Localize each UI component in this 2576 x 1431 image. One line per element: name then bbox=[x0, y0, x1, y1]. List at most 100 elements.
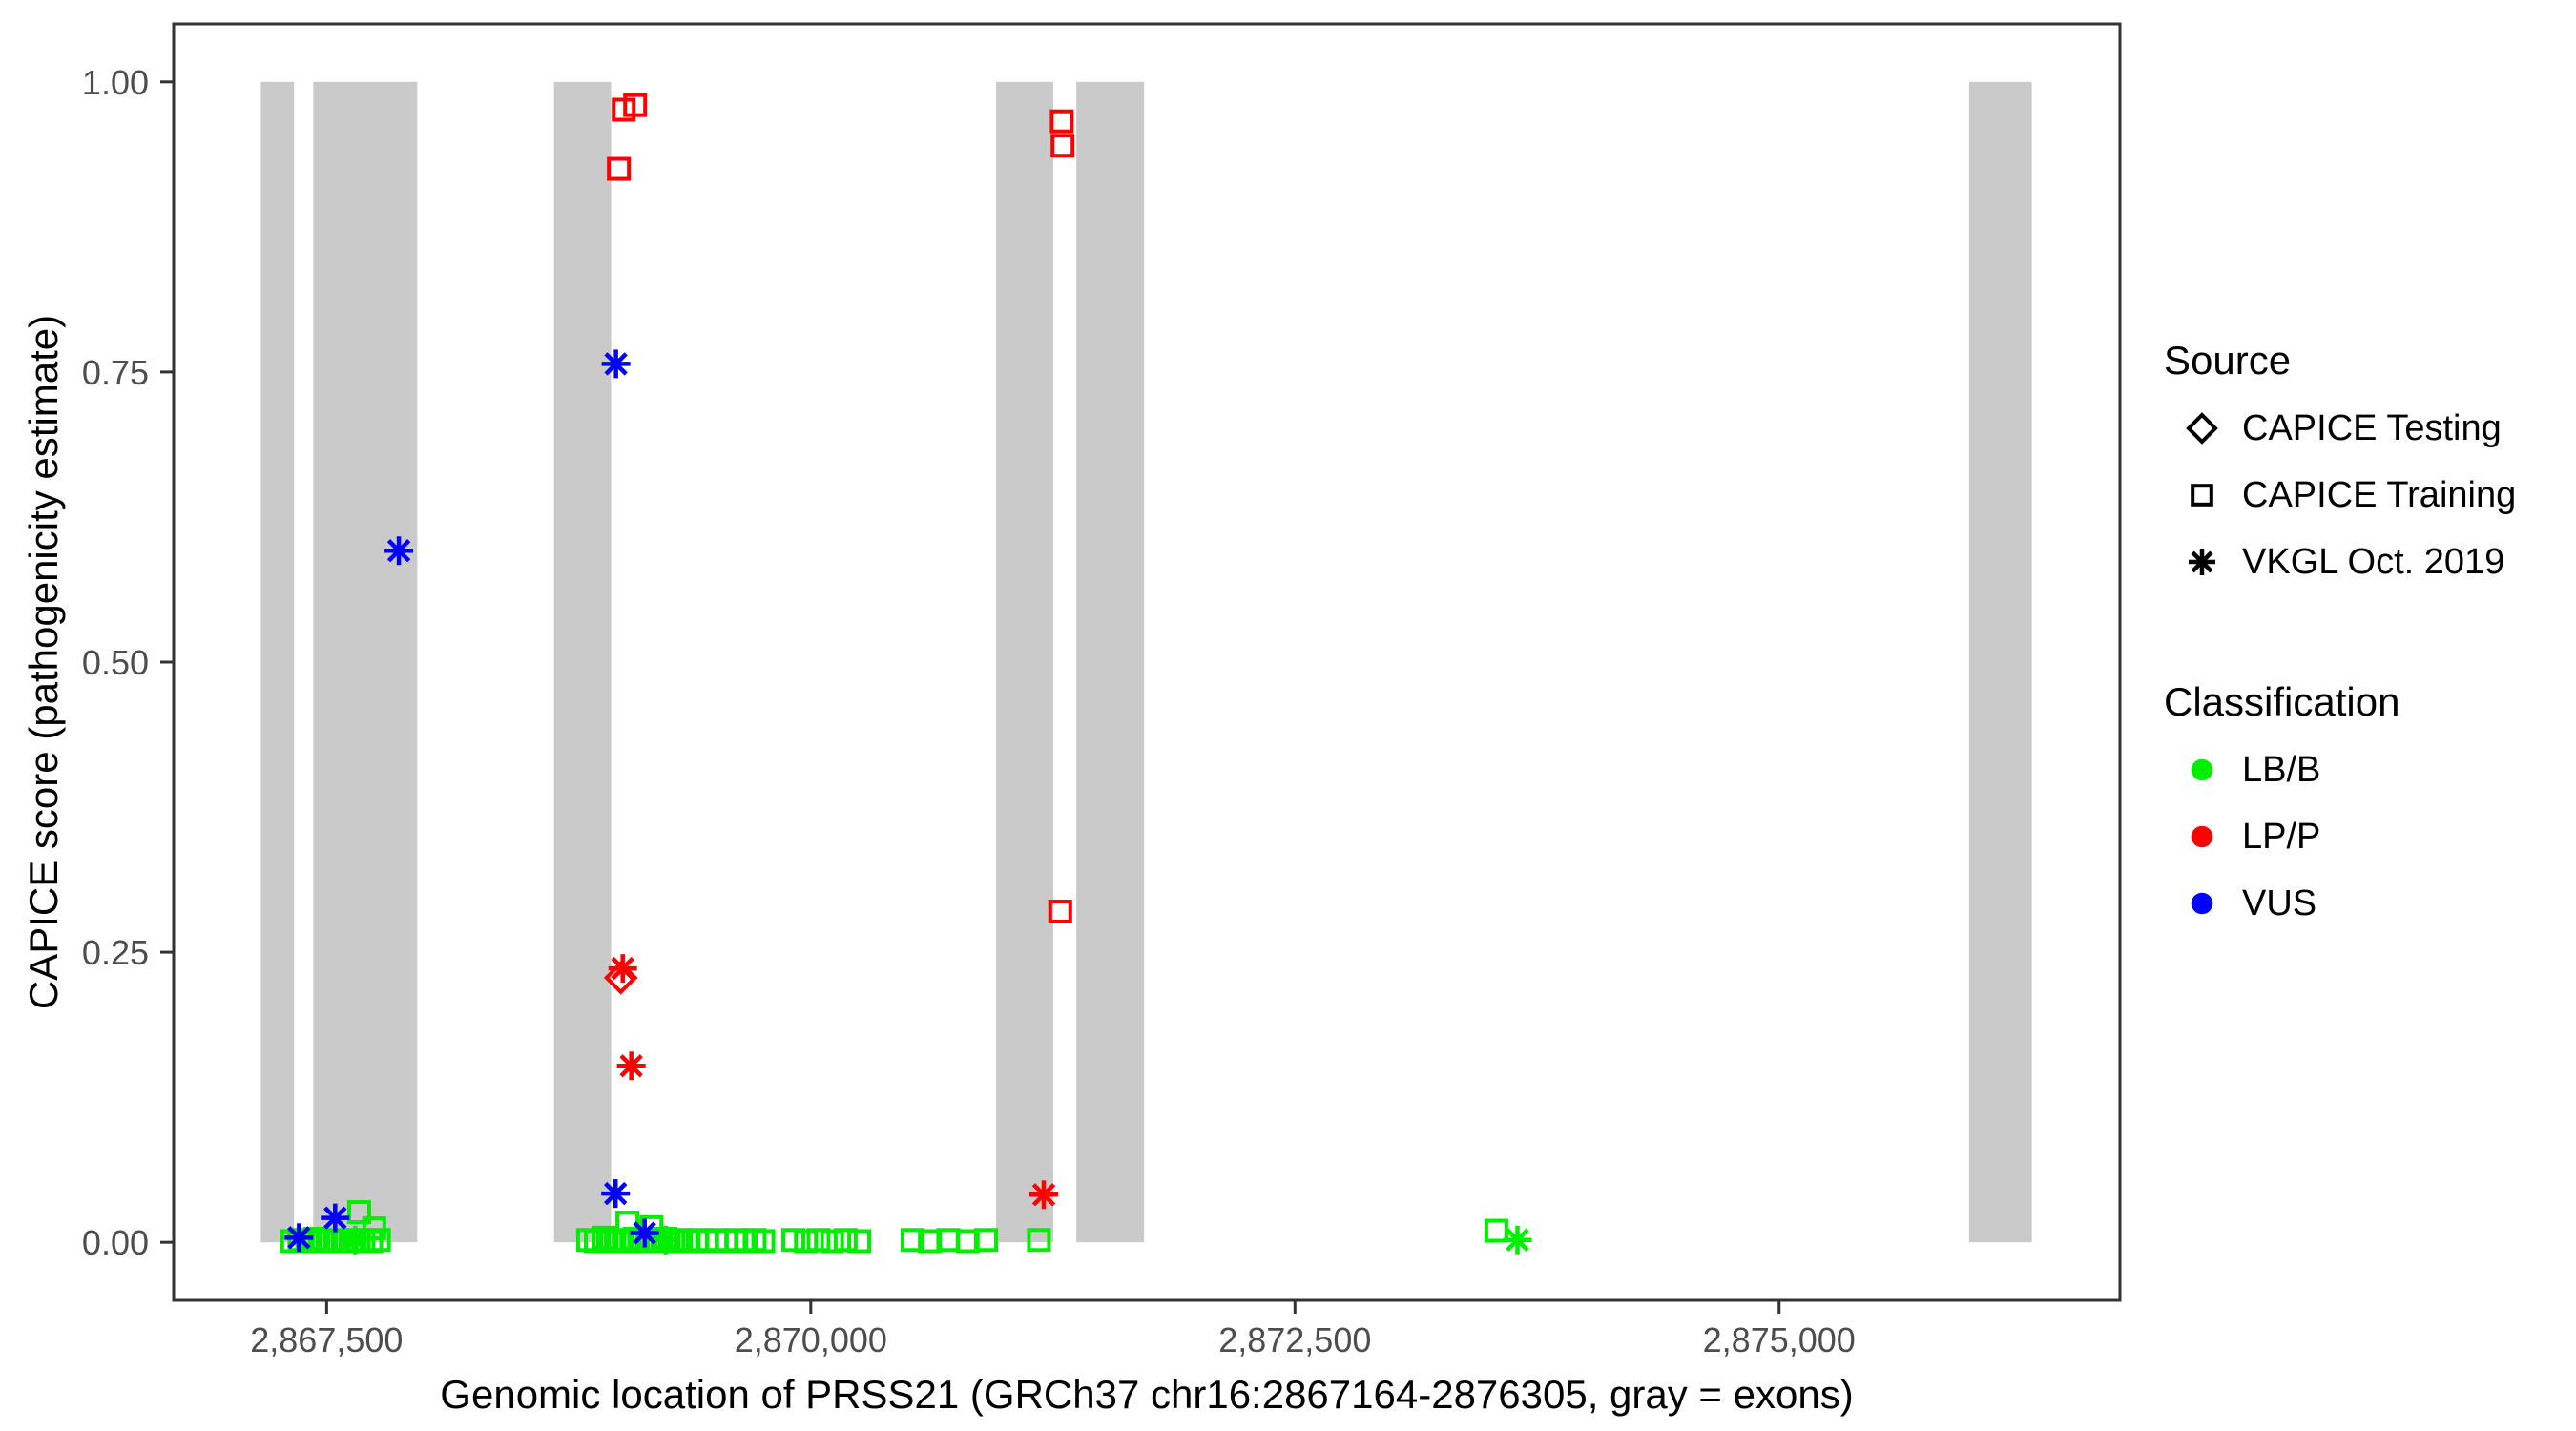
circle-icon bbox=[2177, 747, 2227, 793]
asterisk-arm bbox=[287, 1226, 311, 1250]
point-asterisk bbox=[651, 1225, 680, 1255]
series-asterisk-lbb bbox=[341, 1225, 1532, 1255]
legend-classification-items: LB/B LP/P VUS bbox=[2177, 736, 2576, 937]
point-square bbox=[346, 1200, 371, 1225]
series-square-lpp bbox=[607, 93, 1075, 924]
legend-item-vus: VUS bbox=[2177, 870, 2576, 937]
point-square bbox=[847, 1229, 872, 1254]
point-asterisk bbox=[608, 954, 637, 984]
legend-gap bbox=[2164, 595, 2576, 677]
exon-band bbox=[313, 81, 418, 1243]
point-asterisk bbox=[2189, 549, 2215, 575]
legend-glyph-svg bbox=[2189, 549, 2215, 575]
legend-glyph-svg bbox=[2186, 412, 2218, 445]
legend-item-label: VUS bbox=[2242, 882, 2317, 923]
circle-icon bbox=[2177, 814, 2227, 860]
asterisk-arm bbox=[1506, 1228, 1529, 1252]
point-square bbox=[974, 1228, 999, 1253]
asterisk-arm bbox=[633, 1221, 656, 1245]
legend-item-capice-training: CAPICE Training bbox=[2177, 462, 2576, 529]
asterisk-arm bbox=[604, 1181, 628, 1206]
y-tick-label: 0.00 bbox=[82, 1223, 149, 1262]
x-tick-label: 2,875,000 bbox=[1703, 1320, 1856, 1359]
point-asterisk bbox=[1503, 1225, 1532, 1255]
point-asterisk bbox=[616, 1051, 646, 1081]
y-axis-title: CAPICE score (pathogenicity estimate) bbox=[21, 314, 66, 1010]
point-square bbox=[1050, 134, 1075, 158]
y-tick-label: 0.25 bbox=[82, 933, 149, 972]
point-square bbox=[1484, 1218, 1508, 1243]
asterisk-arm bbox=[323, 1206, 347, 1230]
legend-item-capice-testing: CAPICE Testing bbox=[2177, 395, 2576, 462]
legend-classification-title: Classification bbox=[2164, 679, 2400, 724]
exon-band bbox=[1076, 81, 1145, 1243]
point-square bbox=[794, 1229, 819, 1254]
point-square bbox=[2191, 484, 2213, 507]
point-asterisk bbox=[341, 1225, 370, 1255]
y-tick-label: 0.75 bbox=[82, 353, 149, 392]
legend-glyph-svg bbox=[2191, 758, 2213, 781]
asterisk-arm bbox=[386, 539, 411, 563]
point-square bbox=[1027, 1228, 1051, 1253]
asterisk-arm bbox=[343, 1228, 367, 1252]
point-square bbox=[781, 1228, 806, 1253]
point-diamond bbox=[2186, 412, 2218, 445]
point-square bbox=[833, 1228, 858, 1253]
point-asterisk bbox=[601, 1179, 631, 1209]
panel-border bbox=[172, 22, 2122, 1302]
square-icon bbox=[2177, 472, 2227, 518]
diamond-icon bbox=[2177, 405, 2227, 451]
exon-band bbox=[996, 81, 1053, 1243]
legend-glyph-svg bbox=[2191, 484, 2213, 507]
legend-item-lp-p: LP/P bbox=[2177, 803, 2576, 870]
point-asterisk bbox=[284, 1223, 314, 1253]
legend-source-title: Source bbox=[2164, 338, 2292, 383]
point-square bbox=[1048, 900, 1072, 924]
point-asterisk bbox=[1029, 1180, 1059, 1210]
point-asterisk bbox=[321, 1203, 350, 1233]
point-square bbox=[1049, 109, 1074, 134]
series-diamond-lpp bbox=[603, 961, 638, 995]
point-asterisk bbox=[601, 349, 631, 379]
series-square-lbb bbox=[280, 1200, 1508, 1254]
asterisk-arm bbox=[2191, 550, 2213, 573]
series-asterisk-lpp bbox=[608, 954, 1059, 1210]
legend-item-label: LB/B bbox=[2242, 749, 2321, 790]
circle-icon bbox=[2177, 881, 2227, 926]
asterisk-arm bbox=[654, 1228, 678, 1252]
point-square bbox=[806, 1228, 831, 1253]
legend-item-vkgl-oct-2019: VKGL Oct. 2019 bbox=[2177, 529, 2576, 595]
legend-item-label: VKGL Oct. 2019 bbox=[2242, 541, 2505, 582]
legend-glyph-svg bbox=[2191, 825, 2213, 848]
exon-band bbox=[260, 81, 295, 1243]
x-tick-label: 2,867,500 bbox=[250, 1320, 403, 1359]
series-asterisk-vus bbox=[284, 349, 659, 1253]
point-square bbox=[584, 1229, 609, 1254]
asterisk-arm bbox=[619, 1054, 643, 1078]
asterisk-arm bbox=[604, 352, 628, 376]
point-diamond bbox=[603, 961, 638, 995]
exon-band bbox=[553, 81, 612, 1243]
x-axis-title: Genomic location of PRSS21 (GRCh37 chr16… bbox=[440, 1372, 1854, 1417]
legend-item-label: CAPICE Training bbox=[2242, 474, 2517, 515]
point-asterisk bbox=[630, 1218, 659, 1248]
legend-item-lb-b: LB/B bbox=[2177, 736, 2576, 803]
legend-glyph-svg bbox=[2191, 892, 2213, 915]
point-square bbox=[751, 1229, 776, 1254]
point-square bbox=[900, 1228, 924, 1253]
asterisk-arm bbox=[611, 956, 634, 981]
legend-source-items: CAPICE Testing CAPICE Training VKGL Oct. 2… bbox=[2177, 395, 2576, 595]
exon-band bbox=[1968, 81, 2032, 1243]
point-square bbox=[623, 93, 648, 117]
legend-dot bbox=[2191, 758, 2213, 781]
x-tick-label: 2,872,500 bbox=[1218, 1320, 1371, 1359]
point-square bbox=[607, 156, 632, 181]
legend: Source CAPICE Testing CAPICE Training VKGL… bbox=[2164, 336, 2576, 937]
legend-item-label: LP/P bbox=[2242, 816, 2321, 857]
legend-dot bbox=[2191, 825, 2213, 848]
point-square bbox=[820, 1229, 844, 1254]
asterisk-arm bbox=[1031, 1183, 1056, 1207]
y-tick-label: 1.00 bbox=[82, 63, 149, 102]
